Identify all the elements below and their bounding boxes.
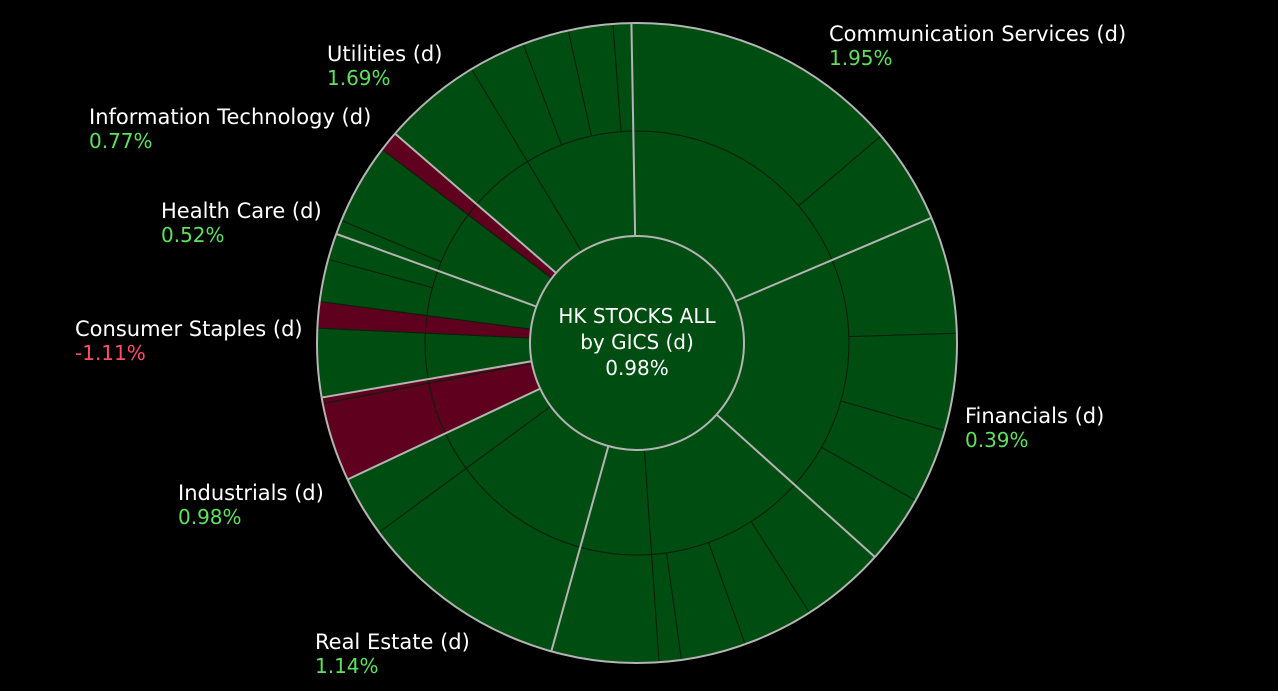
sector-label: Real Estate (d)1.14%	[315, 630, 470, 678]
sector-name: Consumer Staples (d)	[75, 317, 303, 341]
sector-divider	[630, 23, 637, 237]
sector-change: 1.95%	[829, 46, 893, 70]
sector-label: Consumer Staples (d)-1.11%	[75, 317, 303, 365]
sector-label: Utilities (d)1.69%	[327, 42, 442, 90]
sector-name: Real Estate (d)	[315, 630, 470, 654]
sector-divider	[394, 132, 557, 274]
sector-name: Communication Services (d)	[829, 22, 1126, 46]
sector-name: Financials (d)	[965, 404, 1104, 428]
sector-divider	[550, 445, 610, 652]
sector-change: 1.14%	[315, 654, 379, 678]
sector-name: Utilities (d)	[327, 42, 442, 66]
sector-divider	[321, 360, 532, 399]
sector-change: 0.39%	[965, 428, 1029, 452]
sector-label: Financials (d)0.39%	[965, 404, 1104, 452]
center-subtitle: by GICS (d)	[580, 330, 694, 354]
sunburst-rings	[316, 22, 958, 664]
sector-label: Health Care (d)0.52%	[161, 199, 322, 247]
sector-divider	[735, 216, 932, 303]
sector-name: Industrials (d)	[178, 481, 324, 505]
sector-name: Information Technology (d)	[89, 105, 371, 129]
sector-divider	[715, 413, 876, 558]
sector-label: Information Technology (d)0.77%	[89, 105, 371, 153]
sector-divider	[347, 387, 541, 481]
sector-change: -1.11%	[75, 341, 146, 365]
sector-label: Communication Services (d)1.95%	[829, 22, 1126, 70]
center-value: 0.98%	[605, 356, 669, 380]
outer-rim	[316, 22, 958, 664]
sector-name: Health Care (d)	[161, 199, 322, 223]
center-disc	[529, 235, 745, 451]
sector-label: Industrials (d)0.98%	[178, 481, 324, 529]
center-title: HK STOCKS ALL	[558, 304, 716, 328]
sector-change: 0.77%	[89, 129, 153, 153]
sector-change: 0.98%	[178, 505, 242, 529]
sector-change: 1.69%	[327, 66, 391, 90]
sector-change: 0.52%	[161, 223, 225, 247]
center-label: HK STOCKS ALL by GICS (d) 0.98%	[529, 235, 745, 451]
sector-labels: Communication Services (d)1.95% Financial…	[75, 22, 1126, 678]
sector-divider	[335, 232, 537, 308]
